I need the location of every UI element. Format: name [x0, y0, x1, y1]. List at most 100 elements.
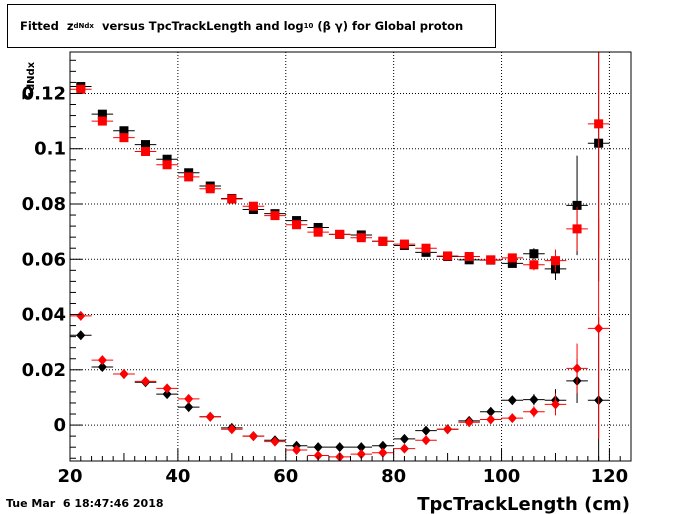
data-point [550, 256, 560, 266]
data-point [76, 330, 86, 341]
data-point [464, 252, 474, 261]
data-point [292, 220, 302, 230]
data-point [507, 253, 517, 263]
x-tick-label: 40 [165, 466, 190, 487]
data-point [227, 194, 237, 204]
y-tick-label: 0.02 [22, 360, 66, 381]
x-axis-label: TpcTrackLength (cm) [417, 494, 630, 514]
data-point [594, 119, 604, 129]
data-point [162, 154, 172, 164]
data-point [572, 200, 582, 210]
data-point [399, 433, 409, 444]
title-middle: versus TpcTrackLength and log [93, 19, 304, 33]
y-tick-label: 0.06 [22, 249, 66, 270]
data-point [313, 442, 323, 453]
data-point [141, 146, 151, 156]
series-3 [70, 217, 610, 461]
data-point [205, 184, 215, 194]
y-tick-label: 0.12 [22, 83, 66, 104]
data-point [464, 417, 474, 428]
data-point [292, 444, 302, 455]
data-point [421, 425, 431, 436]
data-point [507, 413, 517, 424]
series-1 [70, 52, 610, 272]
x-tick-label: 100 [483, 466, 521, 487]
axes: 20 40 60 80 100 120 0 0.02 0.04 0.06 0.08 0.1 0.12 [22, 59, 632, 487]
y-tick-label: 0.1 [34, 139, 66, 160]
data-series [70, 52, 610, 461]
data-point [97, 116, 107, 126]
data-point [486, 414, 496, 425]
x-tick-label: 80 [381, 466, 406, 487]
y-axis-label-main: z [19, 92, 34, 100]
data-point [141, 140, 151, 150]
data-point [507, 258, 517, 268]
data-point [141, 376, 151, 387]
data-point [313, 450, 323, 461]
data-point [97, 109, 107, 119]
data-point [529, 406, 539, 417]
data-point [162, 383, 172, 394]
data-point [486, 255, 496, 265]
chart-title: Fitted z dNdx versus TpcTrackLength and l… [7, 4, 496, 48]
y-axis-label: z dNdx [19, 61, 37, 100]
title-sub-10: 10 [303, 22, 314, 30]
data-point [270, 211, 280, 221]
data-point [313, 227, 323, 237]
data-point [529, 260, 539, 270]
data-point [399, 443, 409, 454]
data-point [270, 436, 280, 447]
title-sub-dndx: dNdx [73, 22, 94, 30]
data-point [572, 363, 582, 374]
data-point [162, 389, 172, 400]
data-point [248, 201, 258, 211]
y-tick-label: 0.08 [22, 194, 66, 215]
data-point [313, 222, 323, 232]
data-point [76, 84, 86, 94]
data-point [227, 424, 237, 435]
data-point [421, 243, 431, 253]
data-point [248, 431, 258, 442]
data-point [529, 394, 539, 405]
data-point [162, 160, 172, 170]
title-suffix: (β γ) for Global proton [313, 19, 464, 33]
data-point [378, 236, 388, 246]
data-point [205, 411, 215, 422]
data-point [97, 355, 107, 366]
data-point [399, 239, 409, 249]
data-point [76, 310, 86, 321]
data-point [184, 393, 194, 404]
x-tick-label: 20 [57, 466, 82, 487]
data-point [421, 435, 431, 446]
data-point [184, 402, 194, 413]
data-point [335, 229, 345, 239]
data-point [486, 406, 496, 417]
data-point [572, 224, 582, 234]
data-point [97, 362, 107, 373]
data-point [443, 251, 453, 261]
data-point [356, 442, 366, 453]
data-point [550, 399, 560, 410]
y-axis-label-sub: dNdx [26, 61, 37, 91]
y-tick-label: 0.04 [22, 305, 66, 326]
data-point [119, 368, 129, 379]
data-point [507, 395, 517, 406]
data-point [184, 172, 194, 182]
data-point [443, 424, 453, 435]
data-point [378, 447, 388, 458]
data-point [119, 126, 129, 136]
plot-frame [69, 51, 632, 462]
data-point [356, 449, 366, 460]
data-point [594, 323, 604, 334]
data-point [119, 133, 129, 143]
title-prefix: Fitted z [20, 19, 74, 33]
x-tick-label: 60 [273, 466, 298, 487]
grid-lines [70, 52, 631, 461]
data-point [529, 249, 539, 259]
data-point [356, 233, 366, 243]
y-tick-label: 0 [53, 415, 66, 436]
data-point [378, 440, 388, 451]
timestamp: Tue Mar 6 18:47:46 2018 [6, 497, 164, 510]
data-point [335, 442, 345, 453]
